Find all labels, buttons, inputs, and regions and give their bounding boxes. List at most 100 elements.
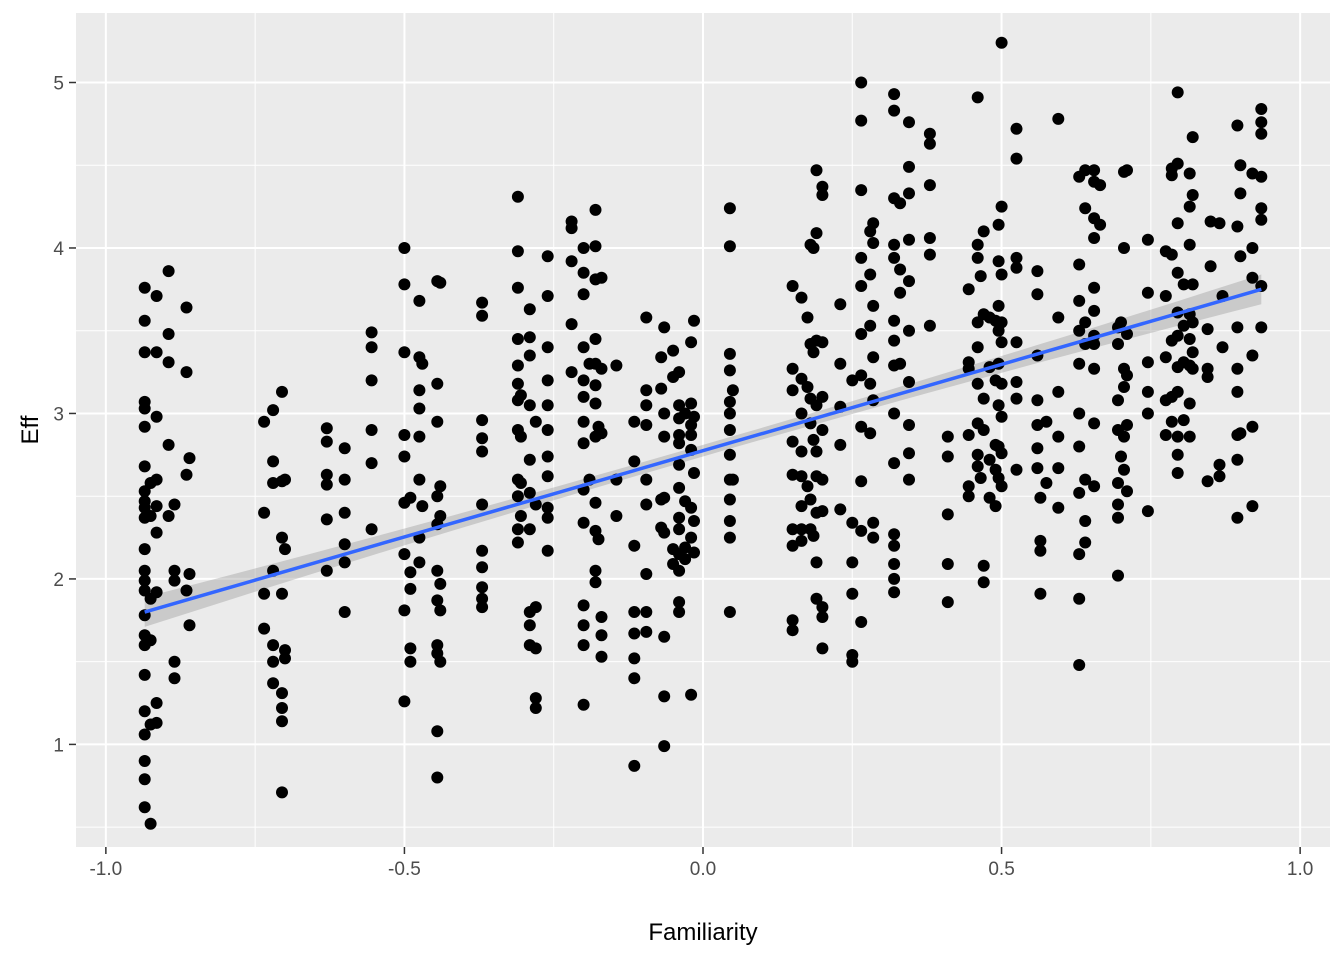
data-point — [786, 280, 799, 292]
data-point — [541, 470, 554, 483]
data-point — [786, 624, 799, 637]
data-point — [589, 333, 602, 345]
data-point — [1246, 349, 1259, 362]
data-point — [1231, 385, 1244, 398]
x-tick-label: 0.0 — [690, 859, 716, 880]
data-point — [1073, 324, 1086, 337]
data-point — [855, 328, 868, 340]
data-point — [398, 429, 411, 441]
data-point — [888, 572, 901, 585]
data-point — [628, 759, 641, 772]
data-point — [941, 508, 954, 521]
data-point — [804, 493, 817, 506]
data-point — [867, 237, 880, 249]
data-point — [801, 381, 814, 393]
data-point — [511, 190, 524, 203]
data-point — [1246, 420, 1259, 433]
data-point — [971, 460, 984, 473]
data-point — [1183, 333, 1196, 345]
data-point — [1052, 311, 1065, 324]
data-point — [150, 473, 163, 486]
data-point — [1171, 448, 1184, 461]
data-point — [992, 399, 1005, 412]
y-axis-title: Eff — [17, 415, 44, 444]
data-point — [1121, 485, 1133, 498]
data-point — [855, 475, 868, 488]
data-point — [523, 523, 536, 536]
data-point — [398, 695, 411, 708]
data-point — [1204, 215, 1217, 228]
data-point — [971, 251, 984, 264]
data-point — [864, 377, 877, 390]
data-point — [995, 200, 1008, 213]
data-point — [795, 470, 808, 483]
data-point — [577, 698, 590, 711]
data-point — [962, 429, 975, 441]
data-point — [1255, 213, 1268, 226]
data-point — [523, 619, 536, 632]
data-point — [810, 399, 823, 412]
data-point — [923, 232, 936, 244]
data-point — [679, 541, 692, 554]
data-point — [1183, 167, 1196, 180]
data-point — [673, 596, 686, 609]
data-point — [807, 346, 820, 359]
data-point — [565, 318, 578, 331]
data-point — [476, 445, 489, 458]
data-point — [338, 506, 351, 519]
data-point — [138, 773, 151, 786]
data-point — [413, 402, 426, 415]
data-point — [723, 202, 736, 215]
data-point — [962, 490, 975, 503]
data-point — [903, 160, 915, 173]
data-point — [476, 432, 489, 445]
data-point — [855, 616, 868, 628]
data-point — [523, 303, 536, 316]
data-point — [1010, 122, 1023, 135]
data-point — [816, 390, 829, 403]
data-point — [162, 510, 175, 522]
data-point — [977, 225, 990, 238]
data-point — [903, 447, 915, 460]
data-point — [923, 319, 936, 332]
data-point — [816, 189, 829, 201]
data-point — [888, 407, 901, 420]
data-point — [431, 415, 444, 428]
data-point — [589, 203, 602, 216]
data-point — [1052, 462, 1065, 475]
data-point — [855, 251, 868, 264]
data-point — [138, 728, 151, 741]
data-point — [1141, 407, 1154, 420]
data-point — [723, 448, 736, 461]
data-point — [855, 524, 868, 537]
data-point — [1234, 250, 1247, 263]
data-point — [577, 437, 590, 450]
data-point — [846, 374, 859, 387]
data-point — [1121, 164, 1133, 177]
data-point — [180, 584, 193, 597]
data-point — [434, 577, 447, 590]
data-point — [416, 500, 429, 513]
data-point — [667, 344, 680, 357]
data-point — [416, 357, 429, 370]
data-point — [723, 395, 736, 408]
data-point — [971, 341, 984, 354]
data-point — [1255, 321, 1268, 334]
data-point — [1073, 440, 1086, 453]
data-point — [541, 399, 554, 412]
data-point — [529, 692, 542, 705]
data-point — [1141, 505, 1154, 518]
data-point — [628, 672, 641, 685]
data-point — [846, 516, 859, 529]
data-point — [150, 346, 163, 359]
data-point — [431, 490, 444, 503]
data-point — [138, 543, 151, 556]
data-point — [398, 548, 411, 561]
data-point — [628, 455, 641, 468]
data-point — [1255, 103, 1268, 115]
data-point — [577, 242, 590, 254]
data-point — [404, 566, 417, 579]
data-point — [529, 702, 542, 714]
data-point — [1231, 321, 1244, 334]
data-point — [1213, 217, 1226, 230]
